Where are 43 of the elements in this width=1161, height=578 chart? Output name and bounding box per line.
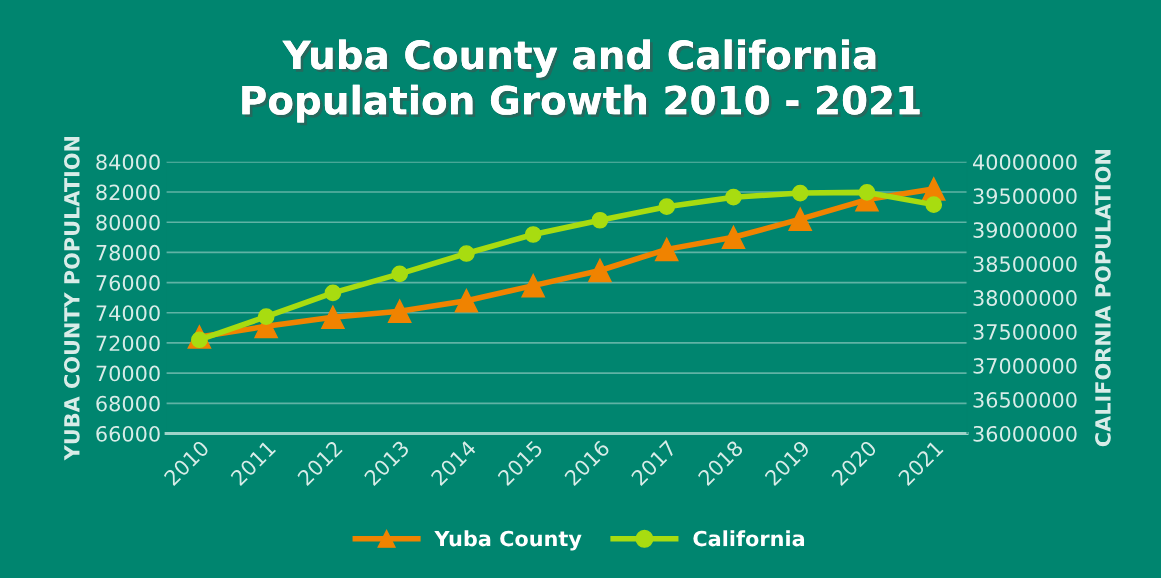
y-tick-label: 72000 — [96, 335, 160, 352]
chart-title: Yuba County and California Population Growth 2010 - 2021 — [242, 39, 923, 126]
point — [725, 188, 742, 206]
y2-tick-label: 39500000 — [973, 188, 1077, 205]
y2-axis-title: CALIFORNIA POPULATION — [1095, 150, 1111, 447]
y2-tick-label: 39000000 — [973, 222, 1077, 238]
y2-tick-label: 38500000 — [973, 256, 1077, 272]
point — [521, 273, 545, 298]
y-tick-label: 82000 — [96, 184, 160, 201]
point — [588, 258, 612, 283]
y-tick-label: 68000 — [96, 395, 160, 412]
legend-label: California — [693, 530, 805, 547]
y2-tick-label: 40000000 — [972, 154, 1077, 171]
point — [654, 237, 679, 262]
point — [321, 305, 345, 330]
point — [454, 288, 479, 313]
y-tick-label: 66000 — [96, 425, 160, 442]
y-tick-label: 78000 — [96, 244, 160, 261]
legend-label: Yuba County — [434, 530, 582, 551]
y-tick-label: 80000 — [96, 214, 160, 231]
point — [257, 308, 275, 326]
y2-tick-label: 36000000 — [973, 425, 1077, 442]
y-axis-title: YUBA COUNTY POPULATION — [63, 136, 80, 461]
point — [658, 198, 676, 215]
y2-tick-label: 37500000 — [973, 324, 1077, 340]
y-tick-label: 84000 — [96, 154, 160, 171]
y-tick-label: 70000 — [96, 365, 160, 382]
y2-tick-label: 37000000 — [973, 358, 1077, 374]
point — [458, 245, 475, 262]
y-tick-label: 76000 — [96, 275, 160, 291]
point — [591, 211, 609, 229]
point — [858, 184, 876, 201]
point — [324, 284, 342, 302]
point — [925, 196, 943, 213]
point — [721, 225, 746, 250]
point — [788, 207, 813, 231]
point — [387, 299, 412, 324]
y-tick-label: 74000 — [96, 305, 160, 321]
y2-tick-label: 36500000 — [973, 392, 1077, 408]
point — [524, 226, 542, 243]
point — [791, 184, 809, 202]
point — [391, 265, 409, 283]
y2-tick-label: 38000000 — [973, 290, 1077, 306]
